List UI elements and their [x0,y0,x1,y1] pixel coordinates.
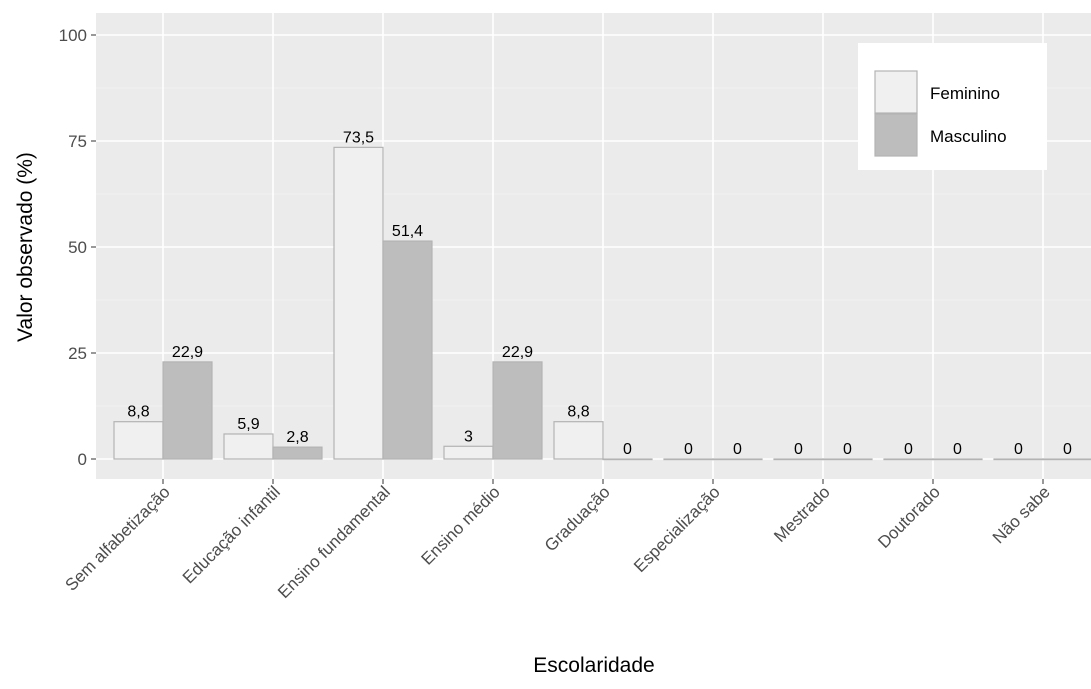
y-tick-label: 25 [68,344,87,363]
y-tick-label: 0 [78,450,87,469]
x-tick-label: Graduação [541,482,614,555]
bar-feminino [993,458,1044,461]
bar-feminino [553,421,604,460]
y-axis-title: Valor observado (%) [14,152,37,342]
data-label: 0 [904,441,913,458]
data-label: 0 [1014,441,1023,458]
bar-masculino [492,361,543,460]
bar-masculino [1042,458,1091,461]
bar-masculino [932,458,983,461]
data-label: 73,5 [343,129,374,146]
y-tick-label: 75 [68,132,87,151]
legend-label-feminino: Feminino [930,84,1000,103]
data-label: 22,9 [172,344,203,361]
bar-feminino [663,458,714,461]
bar-masculino [712,458,763,461]
bar-feminino [333,146,384,460]
data-label: 0 [1063,441,1072,458]
data-labels: 8,8 5,9 73,5 3 8,8 0 0 0 0 22,9 2,8 51,4 22,9 0 0 0 0 0 [127,129,1072,458]
data-label: 51,4 [392,223,423,240]
x-axis-title: Escolaridade [533,654,654,677]
legend-label-masculino: Masculino [930,127,1007,146]
data-label: 0 [953,441,962,458]
x-tick-label: Educação infantil [179,482,284,587]
x-tick-label: Especialização [630,482,724,576]
x-tick-label: Mestrado [770,482,834,546]
data-label: 8,8 [567,404,589,421]
y-tick-label: 50 [68,238,87,257]
bar-feminino [223,433,274,460]
bar-masculino [602,458,653,461]
bar-feminino [773,458,824,461]
y-tick-label: 100 [59,26,87,45]
data-label: 3 [464,428,473,445]
bar-masculino [162,361,213,460]
data-label: 0 [733,441,742,458]
data-label: 2,8 [286,429,308,446]
bar-feminino [113,421,164,460]
data-label: 0 [794,441,803,458]
x-tick-label: Ensino fundamental [274,482,394,602]
legend-key-masculino [874,113,918,157]
bar-feminino [443,445,494,460]
bars [113,146,1091,461]
legend-key-feminino [874,70,918,114]
data-label: 5,9 [237,416,259,433]
bar-masculino [272,446,323,460]
x-tick-label: Ensino médio [418,482,504,568]
data-label: 8,8 [127,404,149,421]
x-tick-label: Doutorado [874,482,944,552]
bar-masculino [822,458,873,461]
legend: Feminino Masculino [858,43,1047,170]
data-label: 0 [684,441,693,458]
x-tick-label: Não sabe [989,482,1054,547]
bar-feminino [883,458,934,461]
data-label: 0 [623,441,632,458]
data-label: 0 [843,441,852,458]
x-tick-label: Sem alfabetização [61,482,173,594]
data-label: 22,9 [502,344,533,361]
bar-masculino [382,240,433,460]
